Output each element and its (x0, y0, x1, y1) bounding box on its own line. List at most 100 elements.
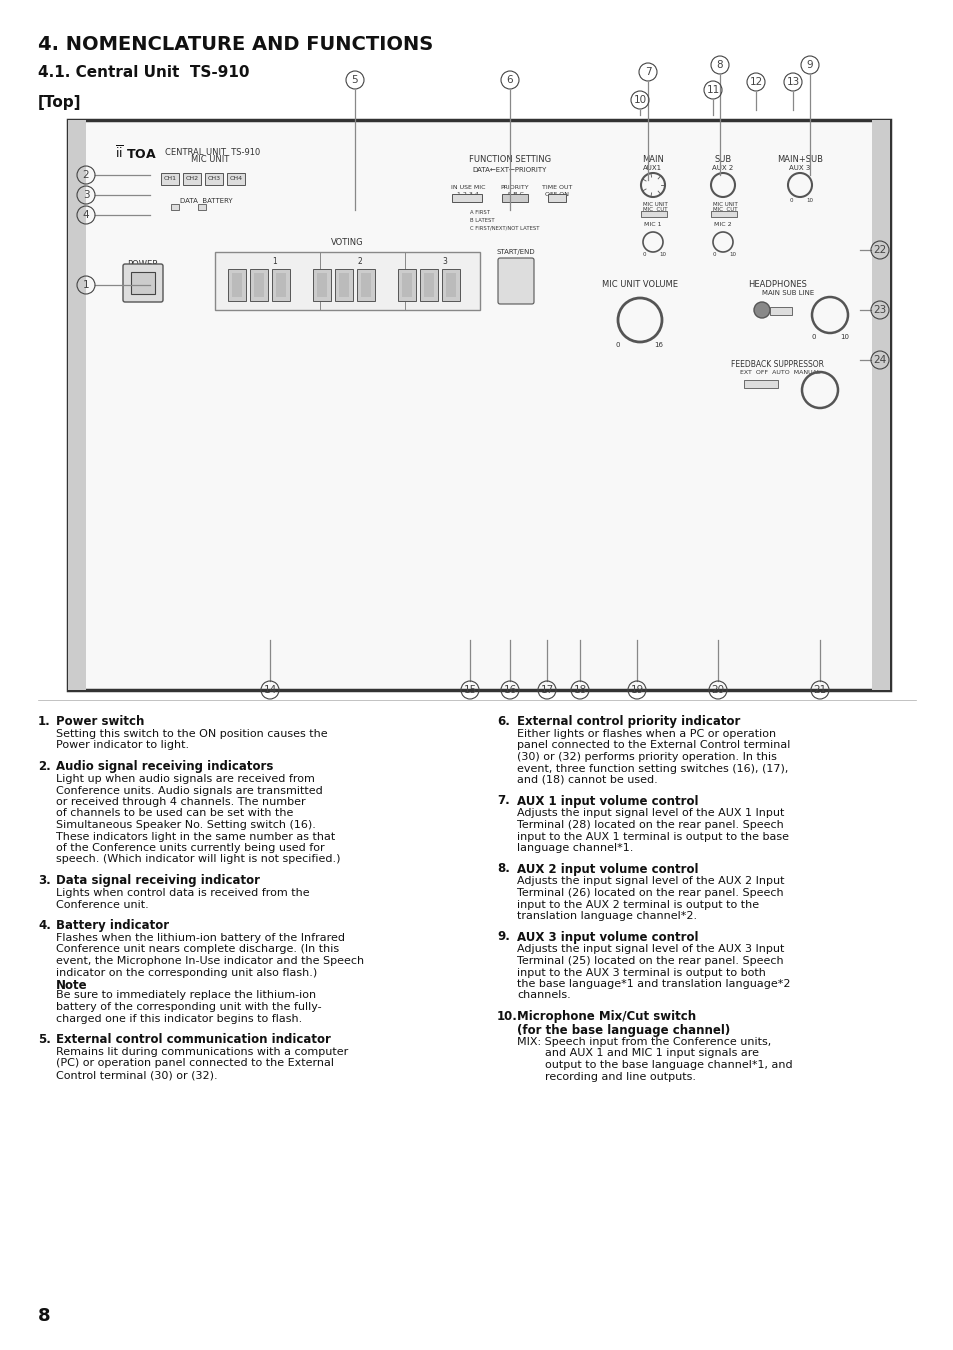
Text: input to the AUX 1 terminal is output to the base: input to the AUX 1 terminal is output to… (517, 832, 788, 841)
Text: 14: 14 (263, 684, 276, 695)
FancyBboxPatch shape (497, 258, 534, 304)
Text: External control communication indicator: External control communication indicator (56, 1033, 331, 1046)
Text: Microphone Mix/Cut switch: Microphone Mix/Cut switch (517, 1010, 696, 1023)
Text: AUX 3: AUX 3 (788, 165, 810, 171)
Text: (for the base language channel): (for the base language channel) (517, 1025, 729, 1037)
Text: Flashes when the lithium-ion battery of the Infrared: Flashes when the lithium-ion battery of … (56, 933, 345, 944)
Text: 13: 13 (785, 77, 799, 86)
Text: [Top]: [Top] (38, 95, 81, 109)
FancyBboxPatch shape (338, 273, 349, 297)
Text: MIX: Speech input from the Conference units,: MIX: Speech input from the Conference un… (517, 1037, 770, 1048)
Text: Data signal receiving indicator: Data signal receiving indicator (56, 873, 260, 887)
Text: Audio signal receiving indicators: Audio signal receiving indicators (56, 760, 274, 774)
Text: PRIORITY: PRIORITY (500, 185, 529, 190)
Text: 19: 19 (630, 684, 643, 695)
Text: Conference units. Audio signals are transmitted: Conference units. Audio signals are tran… (56, 786, 322, 795)
FancyBboxPatch shape (743, 379, 778, 387)
Text: VOTING: VOTING (331, 238, 363, 247)
Text: output to the base language channel*1, and: output to the base language channel*1, a… (517, 1060, 792, 1071)
Text: 10: 10 (728, 252, 735, 256)
Text: input to the AUX 2 terminal is output to the: input to the AUX 2 terminal is output to… (517, 899, 759, 910)
Text: MIC UNIT: MIC UNIT (712, 202, 737, 207)
Text: 22: 22 (872, 244, 885, 255)
Text: Setting this switch to the ON position causes the: Setting this switch to the ON position c… (56, 729, 327, 738)
FancyBboxPatch shape (640, 211, 666, 217)
Text: External control priority indicator: External control priority indicator (517, 716, 740, 728)
FancyBboxPatch shape (198, 204, 206, 211)
Text: FEEDBACK SUPPRESSOR: FEEDBACK SUPPRESSOR (731, 360, 823, 369)
Text: input to the AUX 3 terminal is output to both: input to the AUX 3 terminal is output to… (517, 968, 765, 977)
FancyBboxPatch shape (446, 273, 456, 297)
Text: A B C: A B C (506, 192, 523, 197)
Text: 6.: 6. (497, 716, 509, 728)
FancyBboxPatch shape (547, 194, 565, 202)
Text: 0: 0 (616, 342, 619, 348)
FancyBboxPatch shape (397, 269, 416, 301)
Text: B LATEST: B LATEST (470, 217, 494, 223)
Text: Light up when audio signals are received from: Light up when audio signals are received… (56, 774, 314, 784)
FancyBboxPatch shape (250, 269, 268, 301)
Text: (PC) or operation panel connected to the External: (PC) or operation panel connected to the… (56, 1058, 334, 1068)
FancyBboxPatch shape (423, 273, 434, 297)
Text: AUX 2 input volume control: AUX 2 input volume control (517, 863, 698, 876)
Text: FUNCTION SETTING: FUNCTION SETTING (469, 155, 551, 163)
Text: Control terminal (30) or (32).: Control terminal (30) or (32). (56, 1071, 217, 1080)
Text: 17: 17 (539, 684, 553, 695)
Text: 12: 12 (749, 77, 761, 86)
Text: 18: 18 (573, 684, 586, 695)
Text: EXT  OFF  AUTO  MANUAL: EXT OFF AUTO MANUAL (740, 370, 820, 375)
FancyBboxPatch shape (131, 271, 154, 294)
Text: of channels to be used can be set with the: of channels to be used can be set with t… (56, 809, 294, 818)
Text: 1: 1 (273, 256, 277, 266)
Text: Adjusts the input signal level of the AUX 1 Input: Adjusts the input signal level of the AU… (517, 809, 783, 818)
Text: battery of the corresponding unit with the fully-: battery of the corresponding unit with t… (56, 1002, 321, 1012)
Text: Be sure to immediately replace the lithium-ion: Be sure to immediately replace the lithi… (56, 991, 315, 1000)
Text: 0: 0 (642, 252, 646, 256)
Text: 23: 23 (872, 305, 885, 315)
FancyBboxPatch shape (401, 273, 412, 297)
Text: 9.: 9. (497, 930, 509, 944)
Text: 3.: 3. (38, 873, 51, 887)
Text: MIC  CUT: MIC CUT (642, 207, 667, 212)
FancyBboxPatch shape (123, 265, 163, 302)
FancyBboxPatch shape (452, 194, 481, 202)
Text: 7: 7 (644, 68, 651, 77)
Text: 4.1. Central Unit  TS-910: 4.1. Central Unit TS-910 (38, 65, 250, 80)
Text: 3: 3 (83, 190, 90, 200)
Text: CENTRAL UNIT  TS-910: CENTRAL UNIT TS-910 (165, 148, 260, 157)
Text: 4: 4 (83, 211, 90, 220)
FancyBboxPatch shape (68, 120, 86, 690)
Text: Either lights or flashes when a PC or operation: Either lights or flashes when a PC or op… (517, 729, 776, 738)
FancyBboxPatch shape (171, 204, 179, 211)
Text: Terminal (28) located on the rear panel. Speech: Terminal (28) located on the rear panel.… (517, 819, 783, 830)
Text: Simultaneous Speaker No. Setting switch (16).: Simultaneous Speaker No. Setting switch … (56, 819, 315, 830)
Text: recording and line outputs.: recording and line outputs. (517, 1072, 696, 1081)
Text: 4.: 4. (38, 919, 51, 931)
Text: (30) or (32) performs priority operation. In this: (30) or (32) performs priority operation… (517, 752, 776, 761)
Text: event, the Microphone In-Use indicator and the Speech: event, the Microphone In-Use indicator a… (56, 956, 364, 967)
Text: the base language*1 and translation language*2: the base language*1 and translation lang… (517, 979, 790, 990)
Text: MIC 1: MIC 1 (643, 221, 661, 227)
Text: 4. NOMENCLATURE AND FUNCTIONS: 4. NOMENCLATURE AND FUNCTIONS (38, 35, 433, 54)
Text: $\overline{\mathrm{ii}}$ TOA: $\overline{\mathrm{ii}}$ TOA (115, 144, 157, 162)
Text: 9: 9 (806, 59, 813, 70)
FancyBboxPatch shape (316, 273, 327, 297)
Text: Note: Note (56, 979, 88, 992)
Text: 10: 10 (840, 333, 848, 340)
Circle shape (753, 302, 769, 319)
Text: charged one if this indicator begins to flash.: charged one if this indicator begins to … (56, 1014, 302, 1023)
Text: MIC 2: MIC 2 (714, 221, 731, 227)
Text: 1: 1 (83, 279, 90, 290)
FancyBboxPatch shape (313, 269, 331, 301)
Text: 10: 10 (633, 95, 646, 105)
Text: 2: 2 (83, 170, 90, 180)
FancyBboxPatch shape (441, 269, 459, 301)
Text: OFF ON: OFF ON (544, 192, 568, 197)
FancyBboxPatch shape (710, 211, 737, 217)
Text: 2: 2 (357, 256, 362, 266)
Text: DATA  BATTERY: DATA BATTERY (180, 198, 233, 204)
Text: Conference unit.: Conference unit. (56, 899, 149, 910)
Text: MAIN SUB LINE: MAIN SUB LINE (761, 290, 814, 296)
Text: AUX 3 input volume control: AUX 3 input volume control (517, 930, 698, 944)
FancyBboxPatch shape (356, 269, 375, 301)
